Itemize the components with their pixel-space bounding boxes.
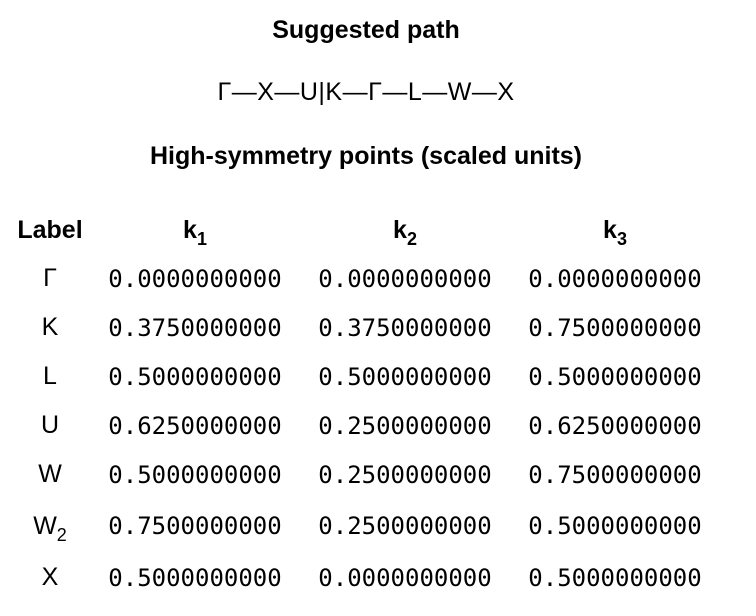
k2-value: 0.3750000000 bbox=[318, 313, 492, 342]
suggested-path: Γ—X—U|K—Γ—L—W—X bbox=[217, 78, 515, 106]
k3-value: 0.7500000000 bbox=[528, 460, 702, 489]
k2-value: 0.2500000000 bbox=[318, 512, 492, 540]
k1-value: 0.5000000000 bbox=[108, 362, 282, 391]
table-row: K 0.3750000000 0.3750000000 0.7500000000 bbox=[10, 303, 720, 352]
k1-value: 0.5000000000 bbox=[108, 460, 282, 489]
table-row: U 0.6250000000 0.2500000000 0.6250000000 bbox=[10, 401, 720, 450]
table-row: Γ 0.0000000000 0.0000000000 0.0000000000 bbox=[10, 254, 720, 303]
k1-value: 0.6250000000 bbox=[108, 411, 282, 440]
k3-value: 0.7500000000 bbox=[528, 313, 702, 342]
k3-value: 0.5000000000 bbox=[528, 362, 702, 391]
k1-value: 0.0000000000 bbox=[108, 264, 282, 293]
k1-value: 0.3750000000 bbox=[108, 313, 282, 342]
table-row: X 0.5000000000 0.0000000000 0.5000000000 bbox=[10, 553, 720, 602]
point-label: U bbox=[40, 411, 60, 439]
point-label: W2 bbox=[33, 511, 67, 545]
point-label: L bbox=[43, 362, 57, 390]
k2-value: 0.2500000000 bbox=[318, 460, 492, 489]
k2-value: 0.0000000000 bbox=[318, 563, 492, 592]
k1-value: 0.5000000000 bbox=[108, 563, 282, 592]
k1-value: 0.7500000000 bbox=[108, 512, 282, 540]
point-label: K bbox=[41, 313, 59, 341]
page-title: Suggested path bbox=[272, 16, 460, 44]
k2-value: 0.2500000000 bbox=[318, 411, 492, 440]
column-header-label: Label bbox=[17, 215, 83, 244]
k3-value: 0.5000000000 bbox=[528, 512, 702, 540]
point-label: Γ bbox=[43, 264, 57, 292]
k2-value: 0.5000000000 bbox=[318, 362, 492, 391]
k3-value: 0.5000000000 bbox=[528, 563, 702, 592]
point-label: W bbox=[38, 460, 62, 488]
column-header-k3: k3 bbox=[603, 215, 627, 249]
k2-value: 0.0000000000 bbox=[318, 264, 492, 293]
table-row: W 0.5000000000 0.2500000000 0.7500000000 bbox=[10, 450, 720, 499]
point-label: X bbox=[41, 563, 59, 591]
k3-value: 0.0000000000 bbox=[528, 264, 702, 293]
table-row: L 0.5000000000 0.5000000000 0.5000000000 bbox=[10, 352, 720, 401]
column-header-k1: k1 bbox=[183, 215, 207, 249]
high-symmetry-points-table: Label k1 k2 k3 Γ 0.0000000000 0.00000000… bbox=[10, 206, 720, 602]
k3-value: 0.6250000000 bbox=[528, 411, 702, 440]
column-header-k2: k2 bbox=[393, 215, 417, 249]
table-row: W2 0.7500000000 0.2500000000 0.500000000… bbox=[10, 499, 720, 553]
table-subtitle: High-symmetry points (scaled units) bbox=[149, 142, 583, 170]
table-header-row: Label k1 k2 k3 bbox=[10, 206, 720, 254]
